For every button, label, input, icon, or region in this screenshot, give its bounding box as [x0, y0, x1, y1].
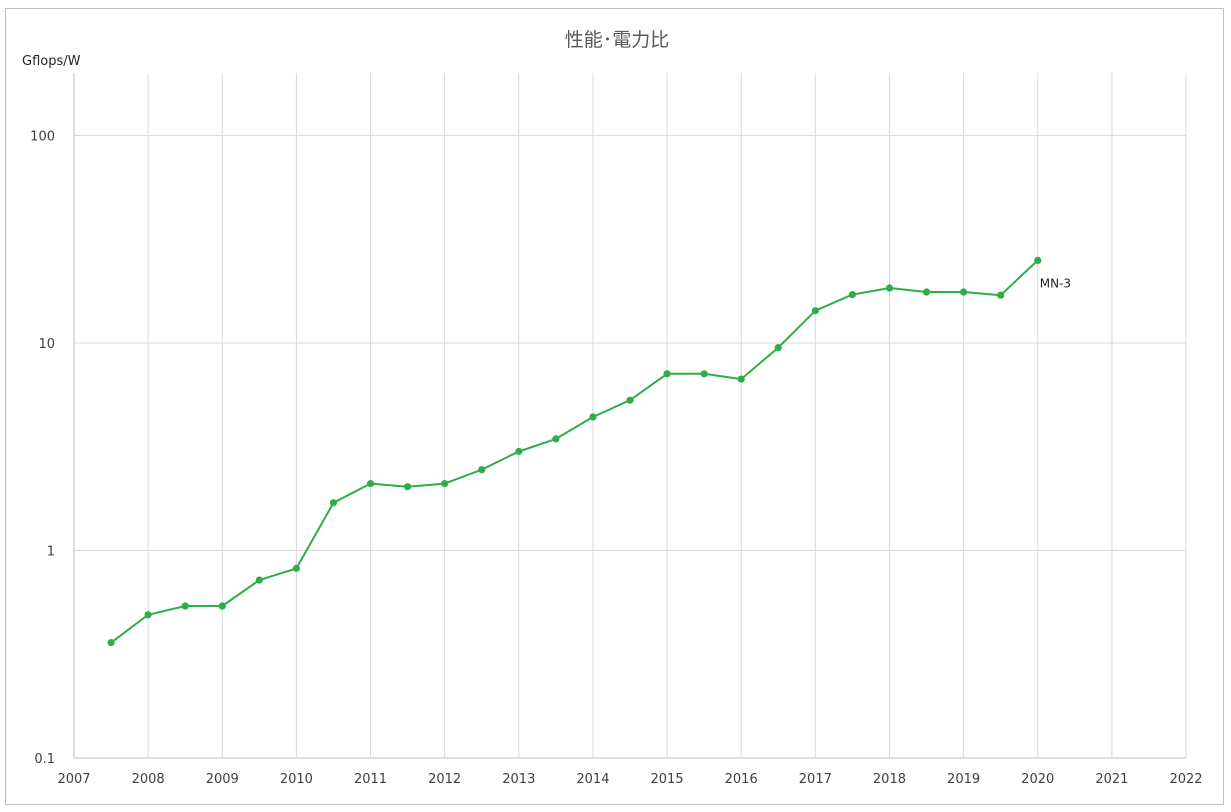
- x-tick-label-2022: 2022: [1169, 772, 1202, 787]
- data-point-17: [737, 375, 745, 383]
- x-tick-label-2021: 2021: [1095, 772, 1128, 787]
- data-point-6: [329, 499, 338, 507]
- data-point-8: [404, 483, 412, 491]
- x-tick-label-2019: 2019: [947, 772, 980, 787]
- x-tick-label-2007: 2007: [57, 772, 90, 787]
- data-point-15: [663, 370, 671, 378]
- x-tick-label-2011: 2011: [354, 772, 387, 787]
- x-tick-label-2018: 2018: [873, 772, 906, 787]
- x-axis-ticks: 2007 2008 2009 2010 2011 2012 2013 2014 2015 2016…: [57, 772, 1202, 787]
- y-tick-label-100: 100: [30, 129, 55, 144]
- data-point-19: [811, 307, 819, 315]
- data-point-4: [255, 576, 263, 584]
- data-point-5: [292, 564, 300, 572]
- data-point-13: [589, 413, 597, 421]
- grid: [73, 73, 1187, 759]
- chart-title: 性能･電力比: [565, 29, 670, 51]
- series-gflops-per-watt: [107, 256, 1042, 647]
- series-line: [110, 259, 1039, 644]
- y-tick-label-1: 1: [47, 544, 55, 559]
- data-point-20: [848, 291, 857, 299]
- annotations: MN-3: [1040, 276, 1071, 290]
- x-tick-label-2010: 2010: [280, 772, 313, 787]
- data-point-22: [922, 288, 931, 296]
- data-point-11: [515, 447, 523, 456]
- data-point-23: [960, 288, 968, 296]
- y-axis-unit-label: Gflops/W: [22, 54, 81, 69]
- x-tick-label-2013: 2013: [502, 772, 535, 787]
- y-axis-ticks: 0.1 1 10 100: [30, 129, 55, 767]
- x-tick-label-2020: 2020: [1021, 772, 1054, 787]
- data-point-14: [626, 396, 634, 404]
- data-point-0: [107, 638, 115, 647]
- annotation-label: MN-3: [1040, 276, 1071, 290]
- x-tick-label-2014: 2014: [576, 772, 609, 787]
- x-tick-label-2016: 2016: [725, 772, 758, 787]
- data-point-1: [144, 611, 152, 619]
- y-tick-label-0.1: 0.1: [34, 752, 55, 767]
- data-point-7: [366, 480, 375, 488]
- data-point-9: [441, 480, 449, 488]
- y-tick-label-10: 10: [38, 337, 55, 352]
- x-tick-label-2008: 2008: [132, 772, 165, 787]
- x-tick-label-2009: 2009: [206, 772, 239, 787]
- data-point-25: [1034, 256, 1042, 265]
- x-tick-label-2012: 2012: [428, 772, 461, 787]
- data-point-21: [885, 284, 894, 292]
- data-point-3: [218, 602, 226, 610]
- x-tick-label-2015: 2015: [651, 772, 684, 787]
- data-point-18: [774, 344, 782, 352]
- data-point-12: [552, 435, 560, 443]
- x-tick-label-2017: 2017: [799, 772, 832, 787]
- data-point-16: [700, 370, 708, 378]
- data-point-10: [478, 466, 486, 474]
- data-point-24: [997, 291, 1005, 299]
- data-point-2: [181, 602, 189, 610]
